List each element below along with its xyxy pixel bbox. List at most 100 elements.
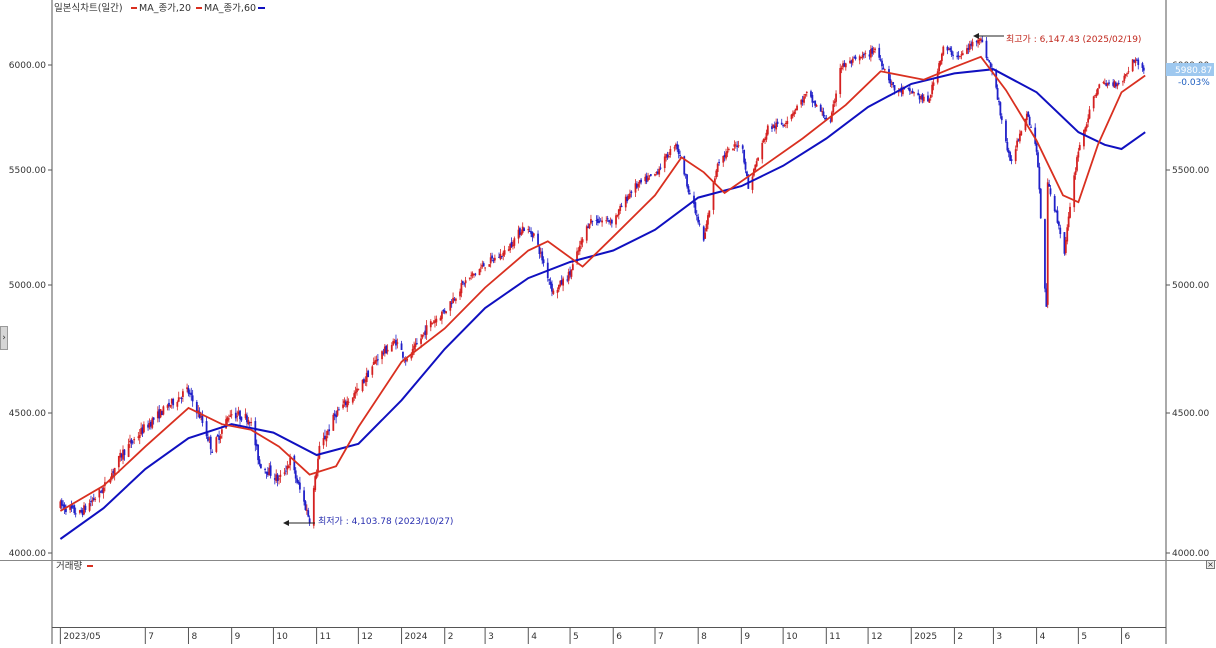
x-tick-label: 6: [1125, 632, 1131, 642]
candle-body: [559, 280, 562, 287]
candle-body: [1115, 82, 1117, 87]
candle-body: [94, 498, 97, 500]
candle-body: [383, 346, 386, 354]
candle-body: [702, 226, 705, 241]
legend-ma60-swatch: [258, 7, 265, 9]
candle-body: [957, 55, 960, 57]
candle-body: [776, 121, 779, 125]
candle-body: [113, 467, 116, 475]
candle-body: [236, 415, 239, 417]
candle-body: [289, 457, 292, 466]
candle-body: [205, 421, 208, 437]
candle-body: [392, 340, 395, 345]
candle-body: [122, 449, 124, 460]
candle-body: [431, 322, 434, 324]
candle-body: [159, 409, 162, 418]
candle-body: [1113, 81, 1116, 88]
x-tick-label: 2024: [405, 632, 428, 642]
candle-body: [938, 63, 941, 72]
candle-body: [773, 125, 776, 128]
candle-body: [1037, 152, 1039, 168]
candle-body: [986, 59, 989, 61]
candle-body: [137, 436, 140, 438]
candle-body: [705, 223, 708, 232]
candle-body: [318, 445, 321, 459]
candle-body: [344, 401, 347, 406]
candle-body: [732, 148, 734, 151]
candle-body: [285, 470, 287, 472]
candle-body: [443, 310, 446, 313]
candle-body: [782, 125, 785, 127]
candle-body: [512, 244, 514, 247]
candle-body: [503, 250, 506, 255]
candle-body: [493, 257, 496, 261]
candle-body: [1078, 144, 1081, 150]
candle-body: [307, 510, 310, 517]
candle-body: [1084, 127, 1087, 132]
candle-body: [1074, 171, 1077, 175]
candle-body: [172, 398, 175, 406]
candle-body: [509, 243, 512, 251]
candle-body: [889, 78, 892, 84]
candle-body: [449, 301, 452, 311]
legend-ma20-swatch: [131, 7, 137, 9]
candle-body: [279, 474, 282, 477]
candle-body: [822, 111, 825, 117]
candle-body: [656, 171, 659, 174]
candle-body: [1088, 109, 1091, 119]
candle-body: [347, 401, 350, 403]
side-panel-toggle[interactable]: ›: [0, 326, 8, 350]
candle-body: [829, 120, 832, 122]
candle-body: [715, 170, 718, 178]
candle-body: [422, 332, 425, 334]
candle-body: [421, 334, 424, 338]
candle-body: [588, 223, 591, 229]
candle-body: [874, 48, 876, 51]
candle-body: [102, 487, 105, 493]
candle-body: [402, 351, 404, 358]
candle-body: [312, 488, 315, 526]
candle-body: [814, 100, 817, 106]
candle-body: [1034, 127, 1037, 144]
candle-body: [141, 427, 144, 434]
candle-body: [694, 202, 697, 214]
candle-body: [755, 161, 758, 167]
candle-body: [1105, 83, 1108, 86]
candle-body: [585, 226, 588, 241]
candle-body: [718, 161, 720, 164]
candle-body: [928, 99, 931, 103]
candle-body: [406, 358, 409, 361]
candle-body: [1016, 140, 1018, 148]
volume-pane-close-button[interactable]: ×: [1206, 560, 1215, 569]
candle-body: [851, 58, 854, 63]
candle-body: [949, 47, 952, 51]
candle-body: [704, 232, 707, 239]
candle-body: [1010, 159, 1013, 161]
candle-body: [395, 339, 397, 346]
y-tick-label-right: 5500.00: [1172, 166, 1209, 176]
candle-body: [328, 429, 331, 432]
x-tick-label: 12: [361, 632, 372, 642]
candle-body: [336, 409, 339, 416]
candle-body: [226, 417, 229, 422]
candle-body: [335, 414, 337, 418]
candle-body: [567, 271, 570, 281]
candle-body: [74, 513, 77, 515]
candle-body: [498, 256, 500, 258]
candle-body: [326, 430, 329, 435]
candle-body: [785, 122, 787, 125]
candle-body: [521, 226, 524, 233]
candle-body: [977, 39, 979, 44]
candle-body: [772, 124, 775, 128]
candle-body: [971, 41, 974, 47]
candle-body: [265, 471, 268, 474]
x-tick-label: 5: [1081, 632, 1087, 642]
price-tag-box: [1166, 63, 1214, 76]
x-tick-label: 3: [996, 632, 1002, 642]
candle-body: [913, 92, 915, 94]
candle-body: [927, 95, 929, 102]
candle-body: [429, 321, 432, 328]
ma20-line: [59, 55, 1146, 512]
candle-body: [1108, 82, 1110, 84]
candle-body: [123, 449, 126, 456]
